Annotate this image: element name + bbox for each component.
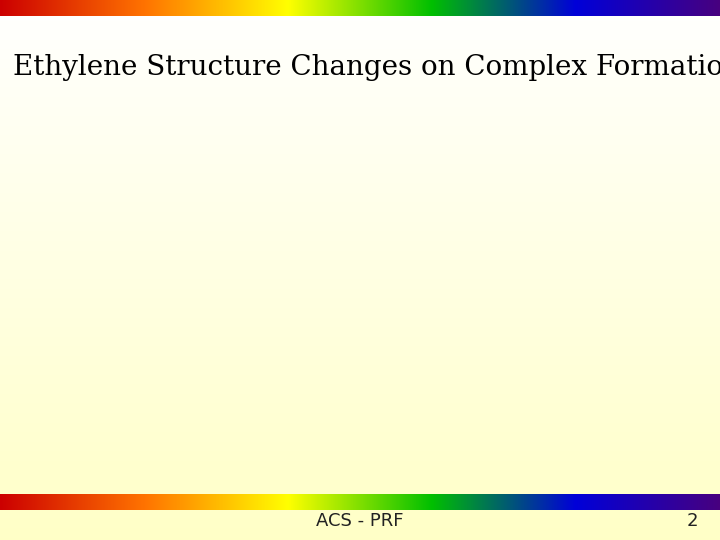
Text: Ethylene Structure Changes on Complex Formation: Ethylene Structure Changes on Complex Fo… (13, 54, 720, 81)
Text: ACS - PRF: ACS - PRF (316, 512, 404, 530)
Text: 2: 2 (687, 512, 698, 530)
